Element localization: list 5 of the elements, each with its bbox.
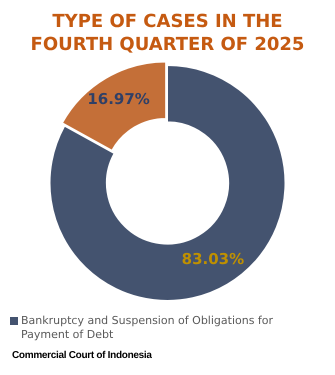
chart-title: TYPE OF CASES IN THE FOURTH QUARTER OF 2025 — [30, 10, 306, 56]
text: Commercial Court of Indonesia — [12, 350, 152, 361]
data-label: 83.03% — [182, 250, 244, 268]
data-label: 16.97% — [87, 90, 150, 108]
legend-label: Bankruptcy and Suspension of Obligations for Payment of Debt — [21, 314, 274, 342]
